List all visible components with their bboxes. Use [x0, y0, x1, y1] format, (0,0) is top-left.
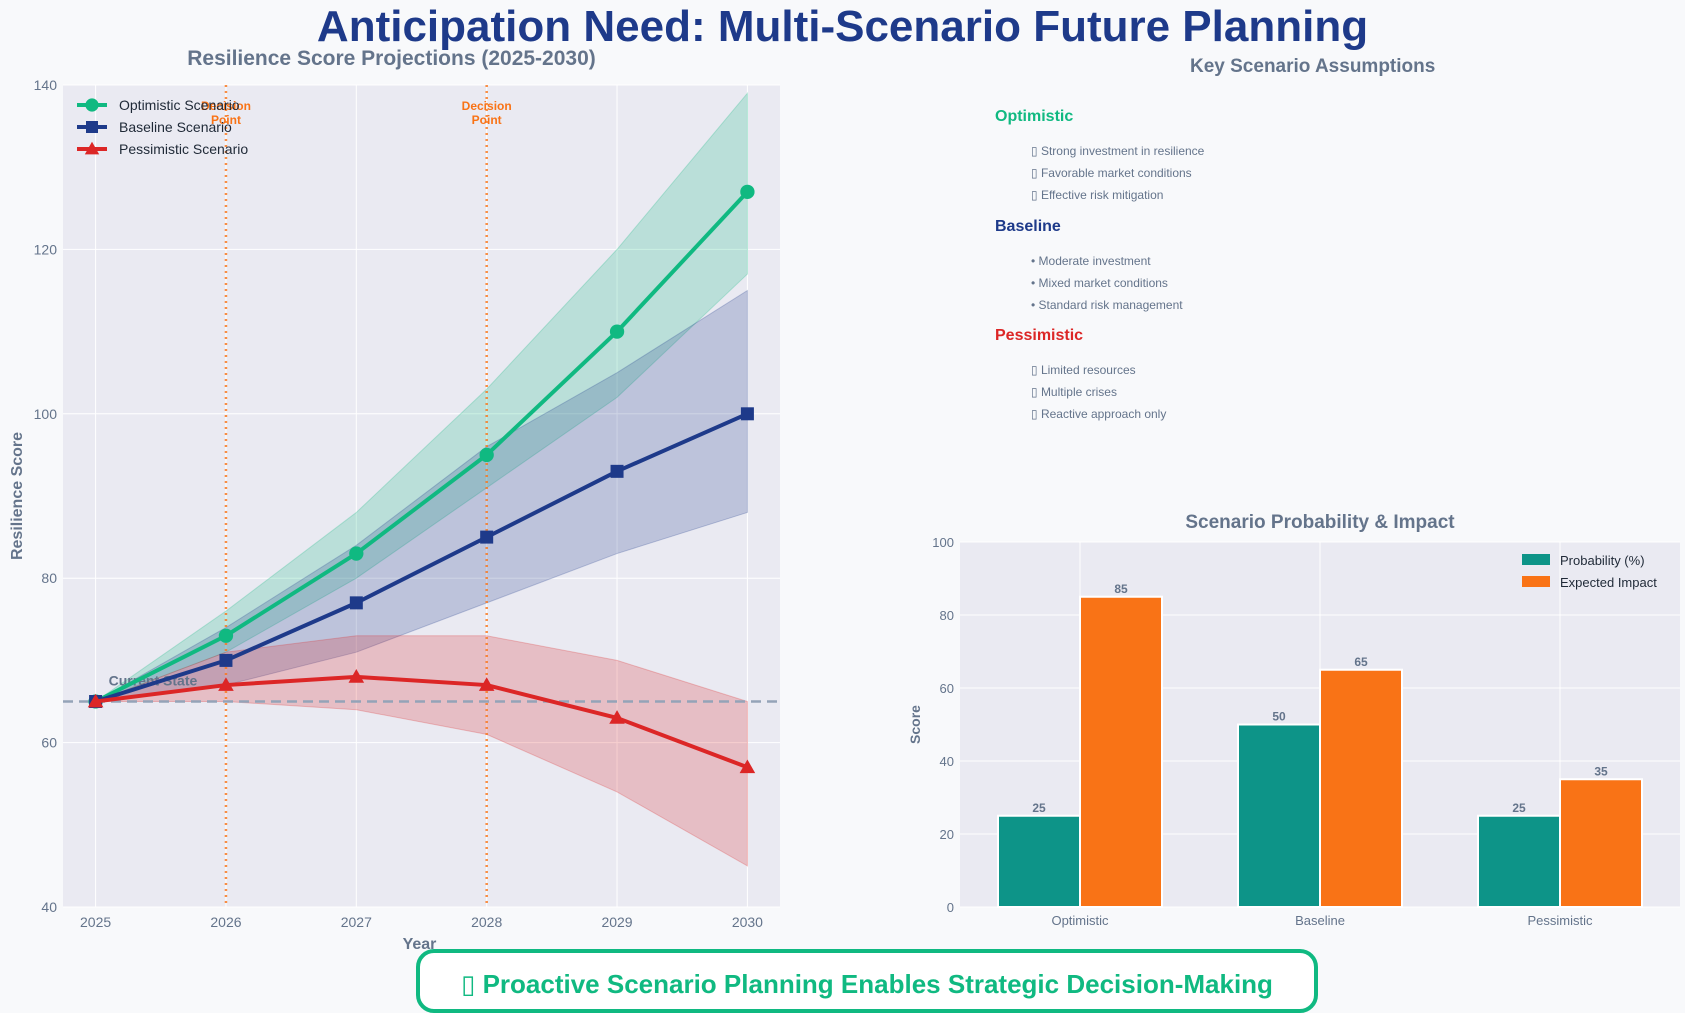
plot-area	[63, 85, 780, 907]
bar	[1237, 723, 1321, 908]
scenario-optimistic: Optimistic ▯ Strong investment in resili…	[995, 108, 1204, 206]
assumption-item: ▯ Reactive approach only	[1031, 407, 1167, 421]
assumption-item: • Moderate investment	[1031, 254, 1151, 268]
y-tick-label: 60	[940, 681, 954, 696]
x-tick-label: 2025	[80, 914, 111, 930]
x-tick-label: Baseline	[1295, 913, 1345, 928]
scenario-name: Baseline	[995, 218, 1061, 235]
legend-label: Pessimistic Scenario	[119, 141, 248, 157]
x-axis-label: Year	[403, 936, 437, 953]
page-title: Anticipation Need: Multi-Scenario Future…	[316, 2, 1369, 51]
data-point	[87, 693, 104, 708]
data-point	[609, 324, 625, 339]
y-tick-label: 80	[940, 608, 954, 623]
y-tick-label: 0	[947, 900, 954, 915]
y-tick-label: 40	[940, 754, 954, 769]
data-point	[348, 669, 365, 683]
y-tick-label: 20	[940, 827, 954, 842]
y-axis-label: Score	[907, 705, 923, 744]
bar	[1477, 814, 1561, 908]
x-tick-label: 2029	[601, 914, 632, 930]
y-tick-label: 120	[34, 241, 58, 257]
uncertainty-band	[95, 91, 748, 702]
assumptions-title: Key Scenario Assumptions	[1190, 56, 1436, 77]
y-tick-label: 60	[41, 735, 57, 751]
bar-value-label: 85	[1114, 582, 1128, 596]
y-tick-label: 140	[34, 77, 58, 93]
bar-value-label: 25	[1512, 801, 1526, 815]
bar-value-label: 35	[1594, 764, 1608, 778]
data-point	[86, 121, 98, 133]
bar-value-label: 25	[1032, 801, 1046, 815]
legend-label: Probability (%)	[1560, 553, 1645, 568]
legend-swatch	[1522, 576, 1550, 587]
assumption-item: ▯ Limited resources	[1031, 363, 1136, 377]
data-point	[349, 596, 363, 610]
x-tick-label: Pessimistic	[1527, 913, 1593, 928]
conclusion-banner: ▯ Proactive Scenario Planning Enables St…	[416, 949, 1318, 1013]
scenario-name: Pessimistic	[995, 327, 1084, 344]
banner-text: ▯ Proactive Scenario Planning Enables St…	[461, 969, 1273, 999]
y-tick-label: 80	[41, 570, 57, 586]
assumption-item: • Standard risk management	[1031, 298, 1183, 312]
data-point	[609, 710, 625, 724]
data-point	[740, 407, 754, 421]
assumption-item: ▯ Strong investment in resilience	[1031, 144, 1205, 158]
data-point	[739, 759, 756, 774]
data-point	[218, 628, 234, 643]
y-axis-label: Resilience Score	[9, 432, 26, 560]
data-point	[478, 677, 495, 691]
bar	[1559, 778, 1643, 908]
decision-label: Decision Point	[462, 99, 512, 127]
series-line	[95, 674, 749, 770]
scenario-name: Optimistic	[995, 108, 1074, 125]
chart-title: Resilience Score Projections (2025-2030)	[187, 47, 596, 70]
y-tick-label: 100	[34, 406, 58, 422]
data-point	[740, 184, 755, 200]
assumption-item: • Mixed market conditions	[1031, 276, 1168, 290]
bar	[997, 814, 1081, 908]
legend-swatch	[1522, 554, 1550, 565]
uncertainty-band	[95, 635, 748, 867]
assumption-item: ▯ Multiple crises	[1031, 385, 1117, 399]
x-tick-label: 2030	[732, 914, 763, 930]
legend-label: Optimistic Scenario	[119, 97, 240, 113]
assumption-item: ▯ Favorable market conditions	[1031, 166, 1192, 180]
assumption-item: ▯ Effective risk mitigation	[1031, 188, 1164, 202]
probability-impact-bar-chart: 0 20 40 60 80 100 Optimistic Baseline Pessimisti…	[907, 512, 1680, 928]
series-line	[94, 190, 749, 704]
assumptions-panel: Key Scenario Assumptions Optimistic ▯ St…	[990, 52, 1630, 432]
scenario-baseline: Baseline • Moderate investment • Mixed m…	[995, 218, 1183, 316]
data-point	[610, 464, 624, 478]
x-tick-label: 2028	[471, 914, 502, 930]
x-tick-label: Optimistic	[1051, 913, 1109, 928]
decision-label: Decision Point	[201, 99, 251, 127]
data-point	[479, 447, 494, 463]
uncertainty-band	[95, 289, 748, 702]
bar-value-label: 65	[1354, 655, 1368, 669]
chart-title: Scenario Probability & Impact	[1185, 512, 1455, 533]
x-tick-label: 2026	[210, 914, 241, 930]
scenario-pessimistic: Pessimistic ▯ Limited resources ▯ Multip…	[995, 327, 1166, 425]
data-point	[218, 677, 234, 691]
legend-label: Baseline Scenario	[119, 119, 232, 135]
data-point	[85, 98, 99, 112]
legend-label: Expected Impact	[1560, 575, 1657, 590]
data-point	[349, 546, 364, 561]
bar	[1319, 668, 1403, 908]
data-point	[480, 530, 494, 544]
y-tick-label: 100	[932, 535, 954, 550]
series-line	[94, 411, 749, 704]
data-point	[84, 141, 100, 155]
bar	[1079, 595, 1163, 908]
x-tick-label: 2027	[341, 914, 372, 930]
bar-value-label: 50	[1272, 710, 1286, 724]
data-point	[219, 653, 233, 667]
y-tick-label: 40	[41, 899, 57, 915]
